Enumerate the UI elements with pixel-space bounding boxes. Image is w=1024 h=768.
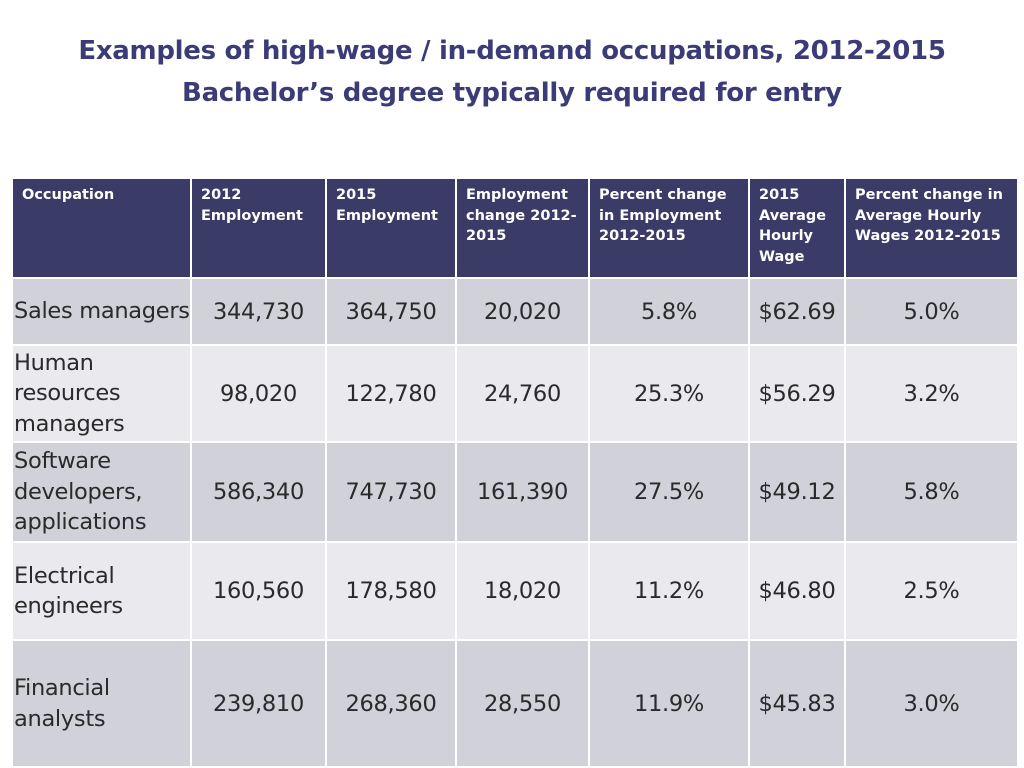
cell-hourly-wage: $49.12 [748,441,846,543]
table-row: Electrical engineers 160,560 178,580 18,… [11,541,1019,641]
occupations-table: Occupation 2012 Employment 2015 Employme… [11,177,1019,768]
cell-2012-employment: 344,730 [190,277,327,346]
cell-occupation: Financial analysts [11,639,192,768]
cell-2012-employment: 586,340 [190,441,327,543]
cell-2015-employment: 122,780 [325,344,457,443]
cell-employment-change: 161,390 [455,441,590,543]
header-employment-change: Employment change 2012-2015 [455,177,590,279]
cell-2015-employment: 747,730 [325,441,457,543]
cell-occupation: Electrical engineers [11,541,192,641]
table-row: Software developers, applications 586,34… [11,441,1019,543]
cell-employment-change: 28,550 [455,639,590,768]
table-row: Human resources managers 98,020 122,780 … [11,344,1019,443]
cell-occupation: Human resources managers [11,344,192,443]
slide-title: Examples of high-wage / in-demand occupa… [0,30,1024,114]
cell-2015-employment: 178,580 [325,541,457,641]
cell-2012-employment: 239,810 [190,639,327,768]
cell-hourly-wage: $46.80 [748,541,846,641]
cell-percent-change-wages: 3.2% [844,344,1019,443]
cell-employment-change: 24,760 [455,344,590,443]
title-line-1: Examples of high-wage / in-demand occupa… [78,36,946,66]
header-2012-employment: 2012 Employment [190,177,327,279]
cell-percent-change-employment: 5.8% [588,277,750,346]
title-line-2: Bachelor’s degree typically required for… [182,78,842,108]
cell-percent-change-wages: 2.5% [844,541,1019,641]
cell-percent-change-wages: 5.0% [844,277,1019,346]
cell-occupation: Sales managers [11,277,192,346]
table-header-row: Occupation 2012 Employment 2015 Employme… [11,177,1019,279]
header-occupation: Occupation [11,177,192,279]
header-percent-change-wages: Percent change in Average Hourly Wages 2… [844,177,1019,279]
cell-2012-employment: 98,020 [190,344,327,443]
table-row: Sales managers 344,730 364,750 20,020 5.… [11,277,1019,346]
cell-percent-change-employment: 27.5% [588,441,750,543]
cell-hourly-wage: $62.69 [748,277,846,346]
cell-percent-change-wages: 3.0% [844,639,1019,768]
cell-2015-employment: 268,360 [325,639,457,768]
cell-2012-employment: 160,560 [190,541,327,641]
cell-hourly-wage: $56.29 [748,344,846,443]
cell-hourly-wage: $45.83 [748,639,846,768]
cell-percent-change-employment: 11.9% [588,639,750,768]
cell-percent-change-employment: 25.3% [588,344,750,443]
cell-percent-change-wages: 5.8% [844,441,1019,543]
header-2015-employment: 2015 Employment [325,177,457,279]
cell-percent-change-employment: 11.2% [588,541,750,641]
header-2015-average-hourly-wage: 2015 Average Hourly Wage [748,177,846,279]
cell-employment-change: 20,020 [455,277,590,346]
cell-employment-change: 18,020 [455,541,590,641]
cell-2015-employment: 364,750 [325,277,457,346]
header-percent-change-employment: Percent change in Employment 2012-2015 [588,177,750,279]
table-row: Financial analysts 239,810 268,360 28,55… [11,639,1019,768]
cell-occupation: Software developers, applications [11,441,192,543]
